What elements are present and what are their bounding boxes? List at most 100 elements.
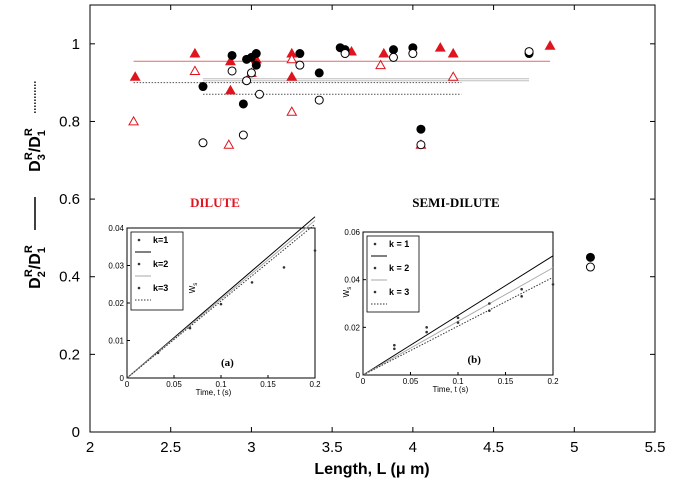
ylabel-slash: /D — [27, 253, 44, 269]
inset-a-x-tick-label-1: 0.05 — [166, 380, 182, 389]
inset-a-y-tick-label-0: 0 — [120, 374, 125, 383]
point-open-triangle-2 — [223, 139, 235, 149]
ylabel-d1-sub: 1 — [36, 247, 48, 253]
inset-a-x-tick-label-2: 0.1 — [215, 380, 227, 389]
inset-b-y-label: Ws — [342, 287, 353, 298]
inset-b-x-tick-label-3: 0.15 — [498, 377, 514, 386]
point-open-circle-11 — [408, 49, 418, 59]
data-points — [128, 40, 595, 272]
x-tick-label-1: 2.5 — [160, 439, 181, 456]
inset-b-panel-label: (b) — [468, 354, 482, 366]
ylabel-d2-sup: R — [23, 269, 35, 277]
inset-a-legend-label-2: k=3 — [153, 283, 168, 293]
point-filled-circle-2 — [238, 99, 248, 109]
inset-b-point-4 — [456, 316, 460, 320]
inset-b-point-9 — [520, 295, 523, 298]
point-filled-circle-13 — [416, 124, 426, 134]
inset-a-y-tick-label-2: 0.02 — [108, 299, 124, 308]
inset-b: 0 0.05 0.1 0.15 0.2 0 0.02 0.04 0.06 k = 1 k = 2 k … — [342, 228, 559, 394]
inset-b-point-5 — [456, 321, 460, 324]
inset-a-legend-label-0: k=1 — [153, 235, 168, 245]
y-tick-label-0: 0 — [72, 424, 80, 441]
svg-text:Ws: Ws — [188, 283, 199, 294]
point-filled-circle-0 — [198, 82, 208, 92]
ylabel-d1-sup: R — [23, 245, 35, 253]
point-open-triangle-5 — [286, 53, 298, 64]
inset-b-legend-label-1: k = 2 — [389, 263, 409, 273]
y-tick-label-4: 0.8 — [59, 113, 80, 130]
inset-a-point-5 — [313, 249, 317, 252]
point-open-circle-3 — [242, 76, 252, 86]
inset-a: 0 0.05 0.1 0.15 0.2 0 0.01 0.02 0.03 0.04 k=1 k=2 k=… — [108, 216, 321, 397]
point-open-triangle-1 — [189, 65, 201, 75]
inset-b-point-6 — [488, 302, 491, 305]
ylabel-d3: D — [27, 160, 44, 172]
inset-b-legend-marker-1 — [373, 266, 377, 270]
point-open-circle-9 — [388, 52, 398, 62]
main-axes: 2 2.5 3 3.5 4 4.5 5 5.5 0 0.2 0.4 0.6 0.8 1 — [59, 5, 665, 456]
inset-a-point-4 — [282, 266, 286, 269]
x-tick-label-0: 2 — [86, 439, 94, 456]
y-axis-label: D2R/D1R D3R/D1R — [23, 80, 48, 289]
point-filled-circle-6 — [251, 60, 261, 70]
inset-b-point-1 — [393, 347, 396, 351]
x-tick-label-2: 3 — [247, 439, 255, 456]
inset-a-x-tick-label-4: 0.2 — [309, 380, 321, 389]
inset-b-fit-line-0 — [362, 255, 554, 376]
ylabel-d1b-sup: R — [23, 128, 35, 136]
point-filled-circle-8 — [314, 68, 324, 78]
point-filled-circle-15 — [585, 252, 595, 262]
inset-a-legend-label-1: k=2 — [153, 259, 168, 269]
inset-a-point-2 — [219, 302, 223, 306]
insets: 0 0.05 0.1 0.15 0.2 0 0.01 0.02 0.03 0.04 k=1 k=2 k=… — [108, 216, 559, 397]
inset-b-point-3 — [425, 330, 428, 334]
point-filled-circle-5 — [251, 49, 261, 59]
inset-a-legend-marker-0 — [137, 238, 141, 242]
point-open-circle-2 — [238, 130, 248, 140]
plot-frame — [89, 4, 656, 433]
inset-b-x-tick-label-1: 0.05 — [403, 377, 419, 386]
svg-text:D2R/D1R: D2R/D1R — [23, 245, 48, 289]
point-filled-triangle-2 — [224, 55, 236, 66]
point-open-circle-10 — [416, 140, 426, 150]
inset-a-legend — [130, 231, 184, 311]
point-open-circle-4 — [246, 68, 256, 78]
semidilute-label: SEMI-DILUTE — [412, 195, 499, 210]
inset-a-point-3 — [250, 281, 254, 284]
point-filled-triangle-8 — [378, 47, 390, 58]
inset-b-y-tick-label-1: 0.02 — [344, 323, 360, 332]
inset-a-point-1 — [188, 326, 192, 330]
point-open-triangle-8 — [447, 71, 459, 81]
inset-b-legend-marker-0 — [373, 242, 377, 246]
inset-b-x-label: Time, t (s) — [433, 385, 469, 394]
inset-b-legend-label-2: k = 3 — [389, 287, 409, 297]
reference-lines — [133, 60, 551, 95]
inset-a-x-label: Time, t (s) — [196, 388, 232, 397]
x-tick-label-5: 4.5 — [483, 439, 504, 456]
point-open-circle-8 — [340, 49, 350, 59]
inset-b-fit-line-2 — [362, 276, 554, 376]
inset-b-point-10 — [551, 283, 555, 286]
inset-a-x-tick-label-0: 0 — [125, 380, 130, 389]
x-tick-label-4: 4 — [409, 439, 417, 456]
svg-text:D3R/D1R: D3R/D1R — [23, 128, 48, 172]
point-open-circle-5 — [255, 89, 264, 99]
inset-b-x-tick-label-0: 0 — [361, 377, 366, 386]
inset-a-panel-label: (a) — [221, 357, 234, 369]
point-open-triangle-0 — [128, 115, 140, 126]
point-filled-triangle-3 — [224, 84, 236, 95]
point-filled-circle-1 — [227, 50, 237, 60]
point-filled-triangle-0 — [129, 71, 141, 81]
point-filled-triangle-1 — [189, 47, 201, 58]
x-tick-label-3: 3.5 — [322, 439, 343, 456]
y-tick-label-1: 0.2 — [59, 346, 80, 363]
y-tick-label-5: 1 — [72, 36, 80, 53]
point-filled-triangle-10 — [447, 47, 459, 58]
ylabel-d1b-sub: 1 — [36, 130, 48, 136]
inset-b-point-8 — [520, 287, 523, 291]
point-filled-triangle-9 — [434, 42, 446, 52]
x-tick-label-6: 5 — [570, 439, 578, 456]
inset-b-x-tick-label-4: 0.2 — [547, 377, 559, 386]
inset-b-y-tick-label-2: 0.04 — [344, 276, 360, 285]
